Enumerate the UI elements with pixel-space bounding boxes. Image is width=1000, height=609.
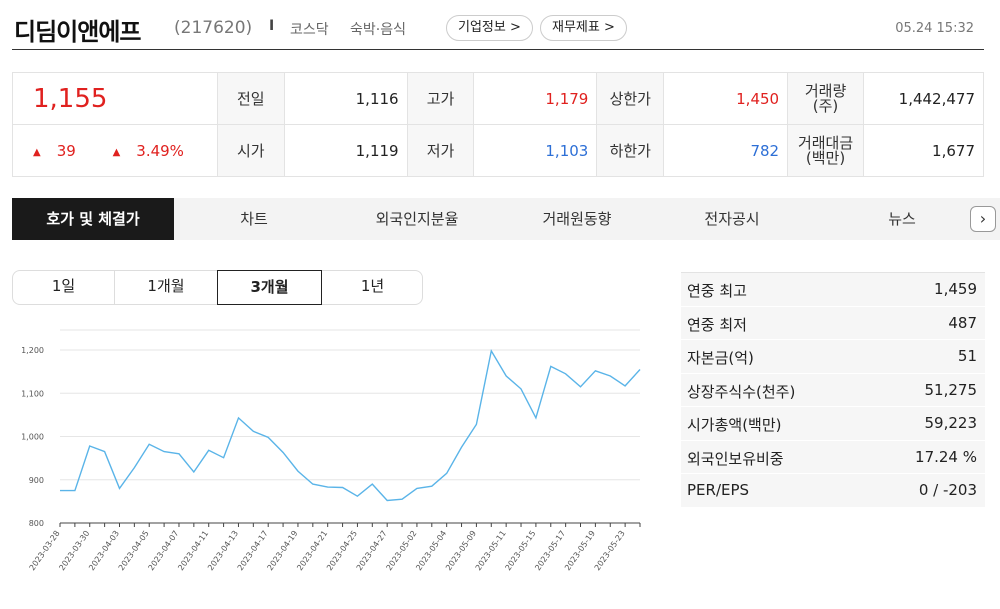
x-tick-label: 2023-05-02 — [385, 529, 419, 572]
market-name: 코스닥 — [290, 22, 329, 38]
low-value: 1,103 — [473, 124, 598, 177]
tab-foreign-ownership[interactable]: 외국인지분율 — [375, 210, 459, 228]
prev-close-label: 전일 — [216, 72, 285, 125]
section-tabs: 호가 및 체결가 차트 외국인지분율 거래원동향 전자공시 뉴스 › — [12, 198, 1000, 240]
stock-code: (217620) — [174, 18, 253, 38]
y-tick-label: 1,200 — [21, 346, 44, 355]
x-tick-label: 2023-04-07 — [147, 529, 181, 572]
tab-disclosures[interactable]: 전자공시 — [704, 210, 760, 228]
x-tick-label: 2023-03-28 — [28, 529, 62, 572]
stat-label: 연중 최저 — [687, 315, 747, 334]
stat-label: 시가총액(백만) — [687, 416, 782, 434]
stat-label: 상장주식수(천주) — [687, 382, 796, 401]
trade-value-value: 1,677 — [863, 124, 984, 177]
x-tick-label: 2023-03-30 — [57, 529, 91, 572]
triangle-up-icon: ▲ — [112, 146, 121, 158]
x-tick-label: 2023-04-13 — [206, 529, 240, 572]
tab-news[interactable]: 뉴스 — [888, 210, 916, 228]
low-label: 저가 — [406, 124, 475, 177]
financials-button[interactable]: 재무제표 > — [540, 15, 627, 41]
open-label: 시가 — [216, 124, 285, 177]
change-amount: 39 — [56, 141, 76, 160]
triangle-up-icon: ▲ — [33, 146, 41, 158]
period-1d-button[interactable]: 1일 — [13, 270, 115, 305]
volume-label: 거래량 (주) — [787, 72, 864, 125]
stat-row-per-eps: PER/EPS 0 / -203 — [681, 474, 985, 508]
stat-row-year-high: 연중 최고 1,459 — [681, 273, 985, 307]
x-tick-label: 2023-04-03 — [87, 529, 121, 572]
x-tick-label: 2023-05-09 — [444, 529, 478, 572]
stat-label: PER/EPS — [687, 481, 750, 499]
price-change-cell: ▲ 39 ▲ 3.49% — [12, 124, 218, 177]
x-tick-label: 2023-05-15 — [503, 529, 537, 572]
x-tick-label: 2023-04-17 — [236, 529, 270, 572]
current-price: 1,155 — [33, 83, 108, 114]
high-label: 고가 — [406, 72, 475, 125]
stat-row-foreign-ratio: 외국인보유비중 17.24 % — [681, 440, 985, 474]
stat-label: 외국인보유비중 — [687, 449, 784, 468]
lower-limit-value: 782 — [663, 124, 789, 177]
stat-value: 51 — [957, 347, 977, 365]
stat-label: 자본금(억) — [687, 349, 754, 367]
quote-timestamp: 05.24 15:32 — [895, 21, 974, 36]
quote-table: 1,155 전일 1,116 고가 1,179 상한가 1,450 거래량 (주)… — [12, 72, 984, 177]
upper-limit-value: 1,450 — [663, 72, 789, 125]
tab-chart[interactable]: 차트 — [240, 210, 268, 228]
x-tick-label: 2023-04-25 — [325, 529, 359, 572]
header-separator: I — [269, 18, 275, 34]
y-tick-label: 900 — [29, 476, 44, 485]
stat-row-year-low: 연중 최저 487 — [681, 306, 985, 340]
stat-value: 17.24 % — [915, 447, 977, 466]
x-tick-label: 2023-05-19 — [563, 529, 597, 572]
x-tick-label: 2023-04-05 — [117, 529, 151, 572]
company-name: 디딤이앤에프 — [14, 18, 141, 46]
change-rate: 3.49% — [136, 141, 184, 160]
stat-value: 1,459 — [934, 280, 977, 298]
price-chart: 800 900 1,000 1,100 1,200 2023-03-282023-03-3… — [21, 329, 641, 572]
y-tick-label: 800 — [29, 519, 44, 528]
x-tick-label: 2023-05-04 — [414, 529, 448, 572]
y-tick-label: 1,000 — [21, 433, 44, 442]
company-info-button[interactable]: 기업정보 > — [446, 15, 533, 41]
stat-value: 51,275 — [924, 380, 978, 399]
period-1y-button[interactable]: 1년 — [360, 277, 385, 295]
lower-limit-label: 하한가 — [596, 124, 665, 177]
high-value: 1,179 — [473, 72, 598, 125]
x-tick-label: 2023-04-19 — [266, 529, 300, 572]
open-value: 1,119 — [283, 124, 408, 177]
tab-orderbook[interactable]: 호가 및 체결가 — [12, 198, 174, 240]
x-tick-label: 2023-05-17 — [533, 529, 567, 572]
stats-panel: 연중 최고 1,459 연중 최저 487 자본금(억) 51 상장주식수(천주) 51… — [681, 272, 985, 508]
tab-broker-trend[interactable]: 거래원동향 — [542, 210, 612, 228]
upper-limit-label: 상한가 — [596, 72, 665, 125]
current-price-cell: 1,155 — [12, 72, 218, 125]
industry-name: 숙박·음식 — [350, 22, 406, 38]
y-tick-label: 1,100 — [21, 389, 44, 398]
period-1m-button[interactable]: 1개월 — [147, 277, 185, 295]
x-tick-label: 2023-04-11 — [176, 529, 210, 572]
x-tick-label: 2023-04-21 — [295, 529, 329, 572]
price-line — [60, 348, 641, 502]
stat-value: 59,223 — [924, 414, 978, 432]
volume-value: 1,442,477 — [863, 72, 984, 125]
stat-label: 연중 최고 — [687, 282, 747, 300]
stock-header: 디딤이앤에프 (217620) I 코스닥 숙박·음식 기업정보 > 재무제표 … — [12, 8, 984, 50]
trade-value-label: 거래대금 (백만) — [787, 124, 864, 177]
stat-value: 0 / -203 — [918, 481, 977, 499]
x-tick-label: 2023-05-23 — [593, 529, 627, 572]
prev-close-value: 1,116 — [283, 72, 408, 125]
stat-row-market-cap: 시가총액(백만) 59,223 — [681, 407, 985, 441]
chevron-right-icon[interactable]: › — [970, 206, 996, 232]
stat-row-capital: 자본금(억) 51 — [681, 340, 985, 374]
period-3m-button[interactable]: 3개월 — [217, 270, 322, 305]
period-selector: 1일 1개월 3개월 1년 — [12, 270, 423, 305]
stat-value: 487 — [948, 313, 977, 332]
stat-row-listed-shares: 상장주식수(천주) 51,275 — [681, 373, 985, 407]
x-tick-label: 2023-05-11 — [474, 529, 508, 572]
x-tick-label: 2023-04-27 — [355, 529, 389, 572]
